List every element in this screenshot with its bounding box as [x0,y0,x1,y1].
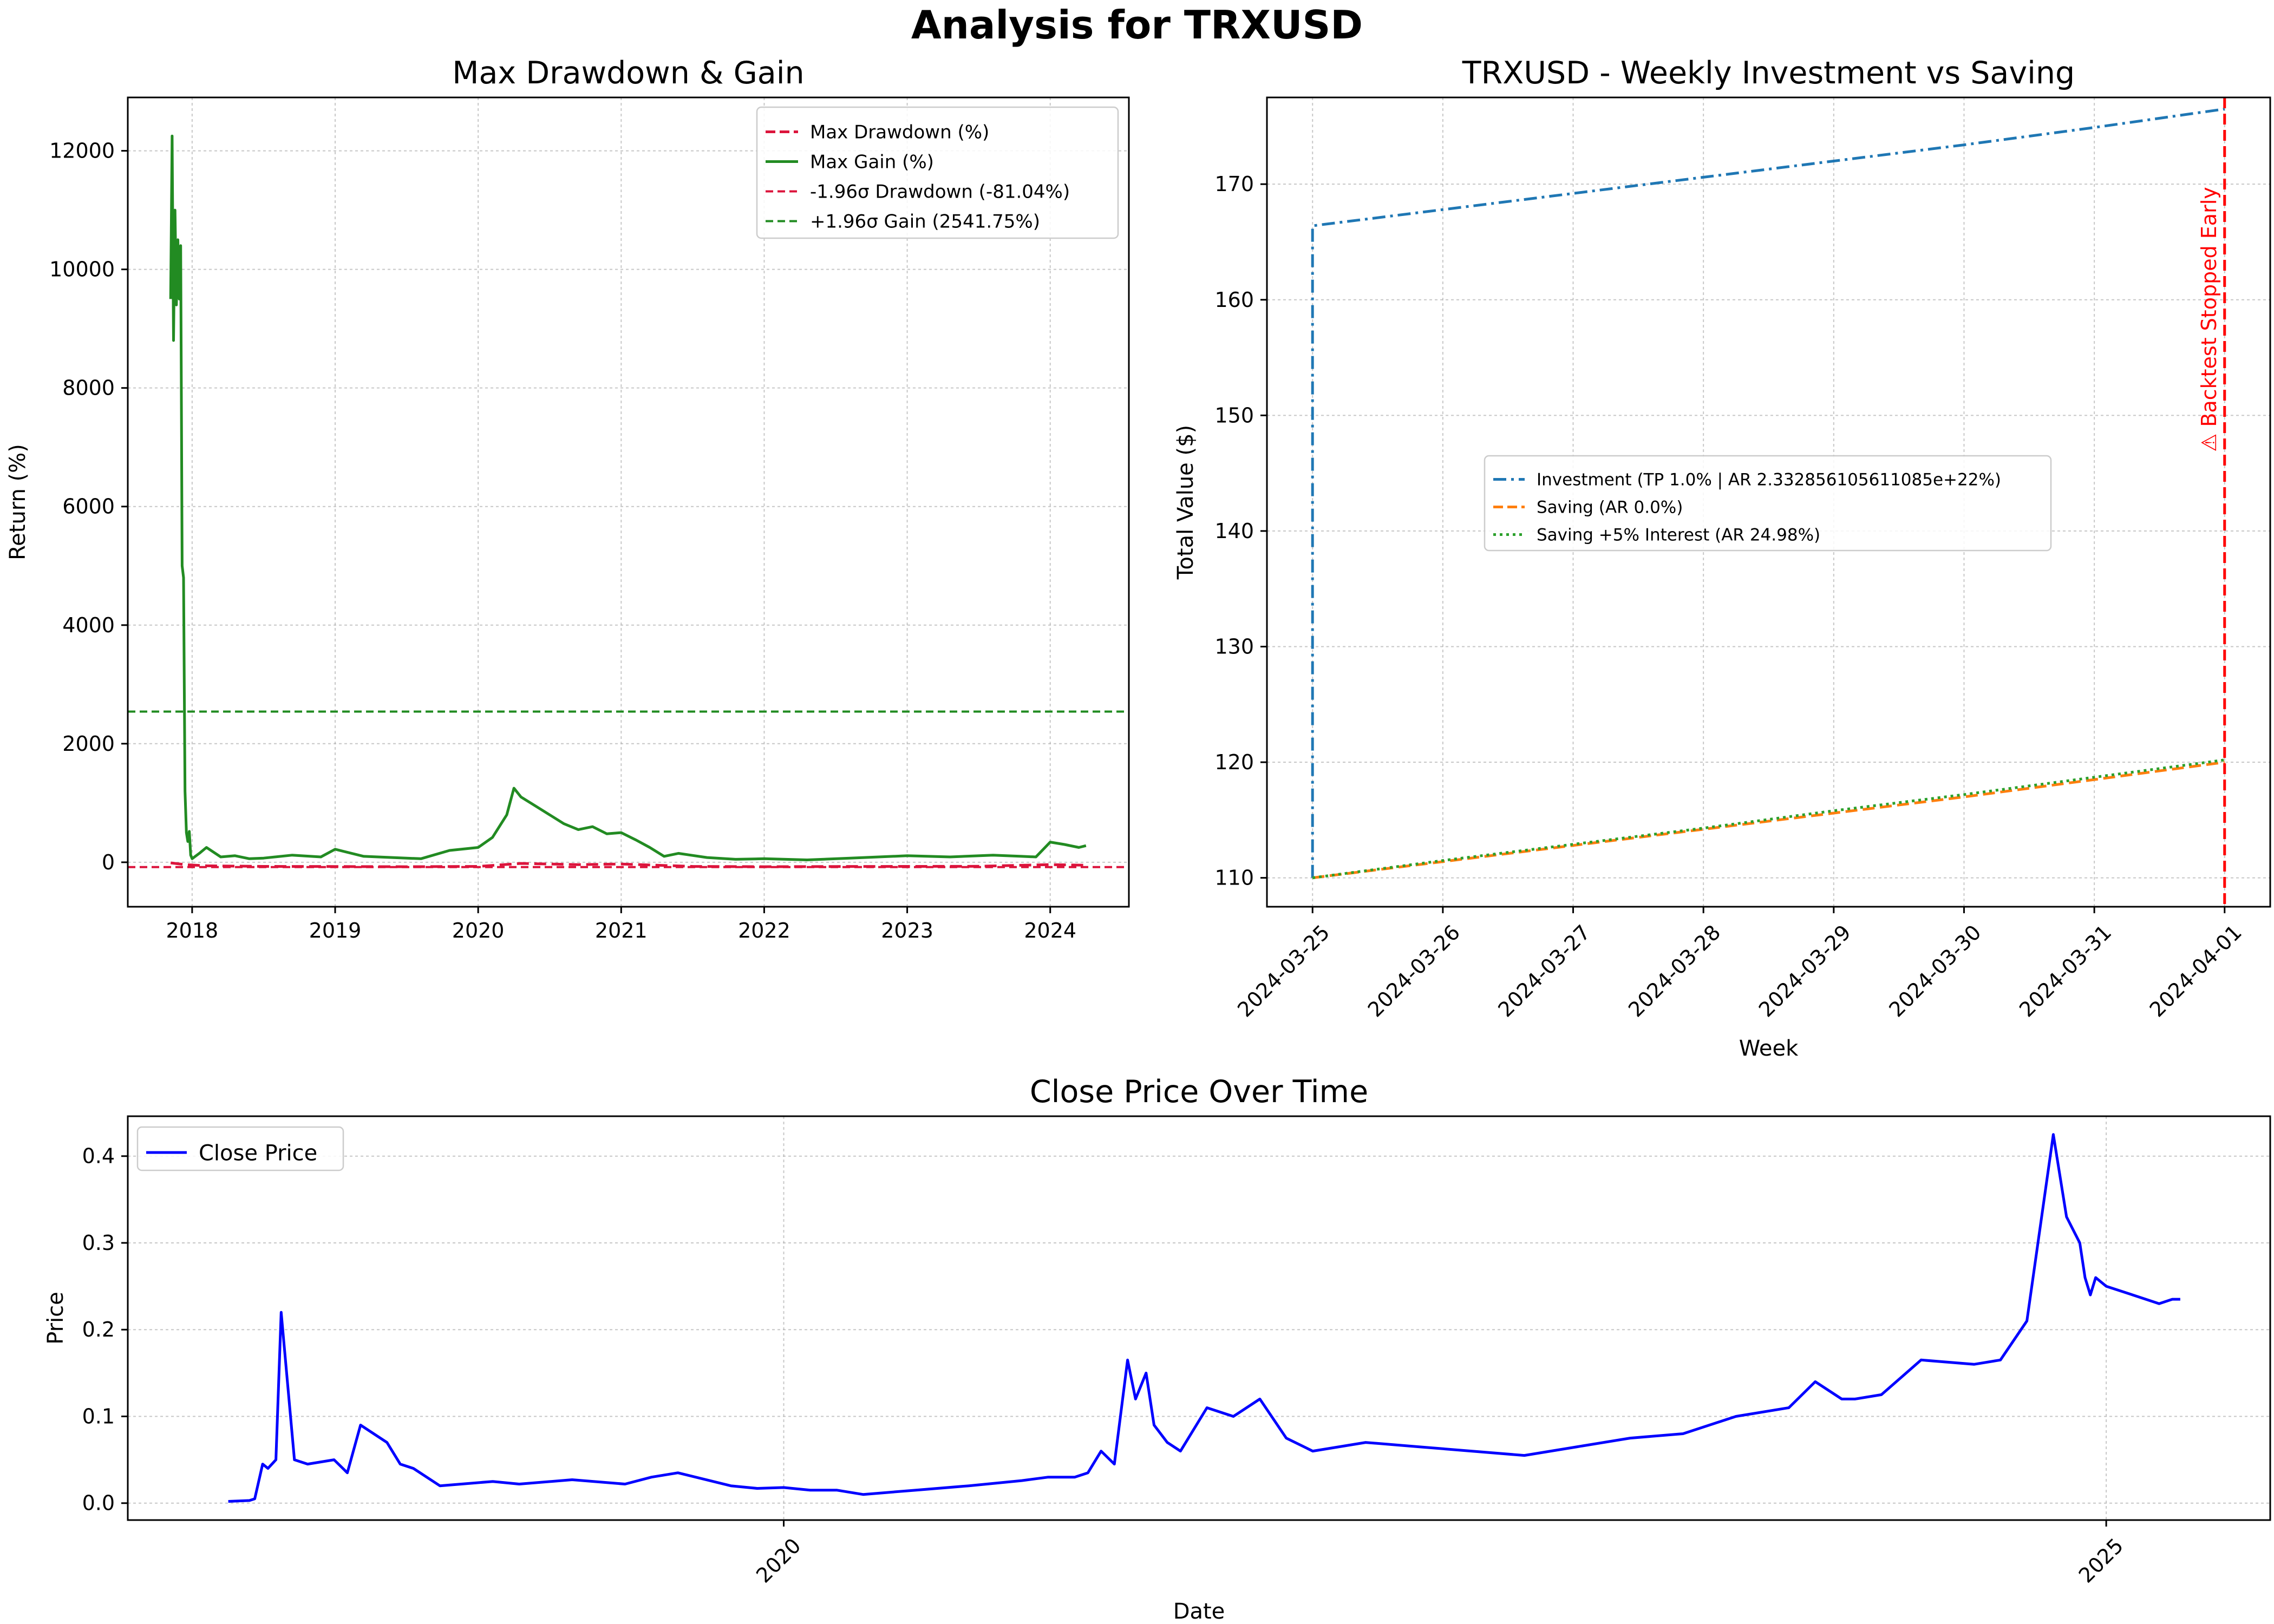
legend-label-1: Saving (AR 0.0%) [1537,498,1683,518]
figure-title: Analysis for TRXUSD [911,2,1363,48]
drawdown-frame [127,96,1130,908]
y-tick-label: 0.1 [82,1404,115,1428]
x-tick-label: 2021 [595,919,648,942]
legend-frame [136,1126,344,1171]
close-legend: Close Price [136,1126,344,1171]
close-y-axis: 0.0 0.1 0.2 0.3 0.4 [82,1144,128,1515]
weekly-grid [1267,97,2270,907]
weekly-x-label: Week [1739,1036,1799,1061]
y-tick-label: 2000 [62,732,115,756]
drawdown-legend: Max Drawdown (%) Max Gain (%) -1.96σ Drawd… [756,106,1119,239]
legend-label-2: Saving +5% Interest (AR 24.98%) [1537,526,1820,545]
y-tick-label: 150 [1214,403,1254,427]
y-tick-label: 4000 [62,613,115,637]
close-frame [127,1115,2271,1521]
y-tick-label: 110 [1214,866,1254,890]
y-tick-label: 0.0 [82,1491,115,1515]
close-grid [128,1116,2270,1520]
close-title: Close Price Over Time [1030,1074,1368,1110]
y-tick-label: 120 [1214,750,1254,774]
x-tick-label: 2024 [1024,919,1076,942]
series-line-0 [228,1133,2180,1503]
drawdown-grid [128,97,1129,907]
legend-label-1: Max Gain (%) [810,152,934,173]
weekly-frame [1266,96,2271,908]
y-tick-label: 6000 [62,495,115,519]
legend-frame [756,106,1119,239]
series-line-1 [169,134,1087,861]
backtest-stop-label: ⚠ Backtest Stopped Early [2197,187,2221,452]
series-line-0 [170,861,1086,868]
legend-label-2: -1.96σ Drawdown (-81.04%) [810,181,1070,203]
y-tick-label: 0 [102,850,115,874]
weekly-y-label: Total Value ($) [1173,425,1198,580]
x-tick-label: 2023 [881,919,933,942]
y-tick-label: 170 [1214,172,1254,196]
close-x-label: Date [1173,1599,1225,1624]
legend-label-0: Close Price [199,1141,317,1165]
y-tick-label: 0.4 [82,1144,115,1168]
weekly-title: TRXUSD - Weekly Investment vs Saving [1462,55,2075,91]
y-tick-label: 130 [1214,634,1254,658]
drawdown-plot-area [128,134,1129,868]
drawdown-x-axis: 2018 2019 2020 2021 2022 2023 2024 [166,907,1076,942]
x-tick-label: 2018 [166,919,219,942]
weekly-legend: Investment (TP 1.0% | AR 2.3328561056110… [1484,455,2052,552]
x-tick-label: 2019 [309,919,362,942]
series-line-0 [1311,107,2225,878]
close-y-label: Price [43,1292,68,1345]
x-tick-label: 2025 [2074,1534,2128,1588]
y-tick-label: 140 [1214,519,1254,543]
legend-label-3: +1.96σ Gain (2541.75%) [810,211,1040,233]
y-tick-label: 160 [1214,288,1254,312]
series-line-1 [1312,761,2225,880]
close-plot-area [228,1133,2180,1503]
legend-label-0: Investment (TP 1.0% | AR 2.3328561056110… [1537,470,2001,490]
x-tick-label: 2022 [738,919,790,942]
legend-label-0: Max Drawdown (%) [810,122,989,143]
drawdown-y-axis: 0 2000 4000 6000 8000 10000 12000 [49,139,128,874]
y-tick-label: 0.2 [82,1318,115,1341]
x-tick-label: 2020 [452,919,505,942]
y-tick-label: 12000 [49,139,115,163]
legend-frame [1484,455,2052,552]
y-tick-label: 0.3 [82,1231,115,1255]
x-tick-label: 2020 [752,1534,806,1588]
weekly-y-axis: 110 120 130 140 150 160 170 [1214,172,1267,890]
drawdown-y-label: Return (%) [5,444,30,560]
drawdown-title: Max Drawdown & Gain [452,55,804,91]
weekly-plot-area [1311,97,2226,907]
y-tick-label: 8000 [62,376,115,400]
close-x-axis: 2020 2025 [752,1520,2128,1588]
y-tick-label: 10000 [49,258,115,281]
